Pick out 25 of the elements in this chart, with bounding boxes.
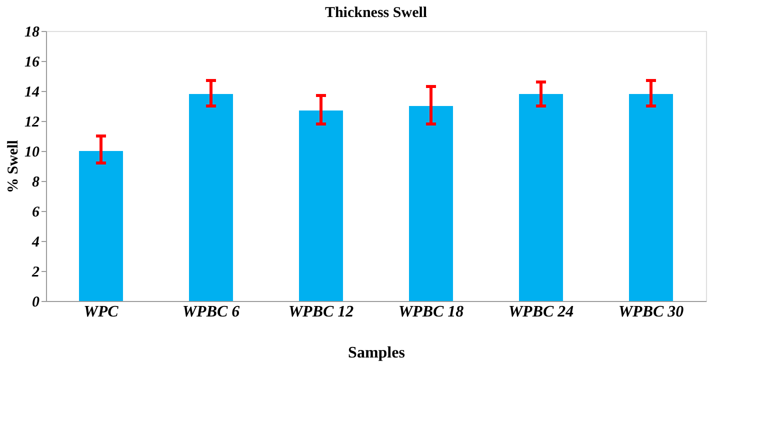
x-tick-label: WPBC 18 [398,304,464,320]
y-tick-label: 10 [24,144,40,160]
bar [629,94,673,301]
bar [519,94,563,301]
y-axis-title: % Swell [6,140,22,193]
y-tick-label: 14 [24,84,40,100]
x-tick-label: WPBC 12 [288,304,354,320]
y-tick-label: 0 [32,294,40,310]
y-tick-label: 4 [31,234,40,250]
chart-title: Thickness Swell [324,5,428,21]
x-tick-label: WPBC 6 [182,304,240,320]
bar [409,106,453,301]
bar [299,110,343,301]
x-tick-label: WPBC 24 [508,304,574,320]
y-tick-label: 12 [24,114,40,130]
bar [79,151,123,301]
x-axis-title: Samples [348,344,405,362]
y-tick-label: 16 [24,54,40,70]
y-tick-label: 18 [24,24,40,40]
x-tick-label: WPC [84,304,119,320]
x-tick-label: WPBC 30 [618,304,684,320]
y-tick-label: 2 [31,264,40,280]
y-tick-label: 8 [32,174,40,190]
y-tick-label: 6 [32,204,40,220]
bar [189,94,233,301]
